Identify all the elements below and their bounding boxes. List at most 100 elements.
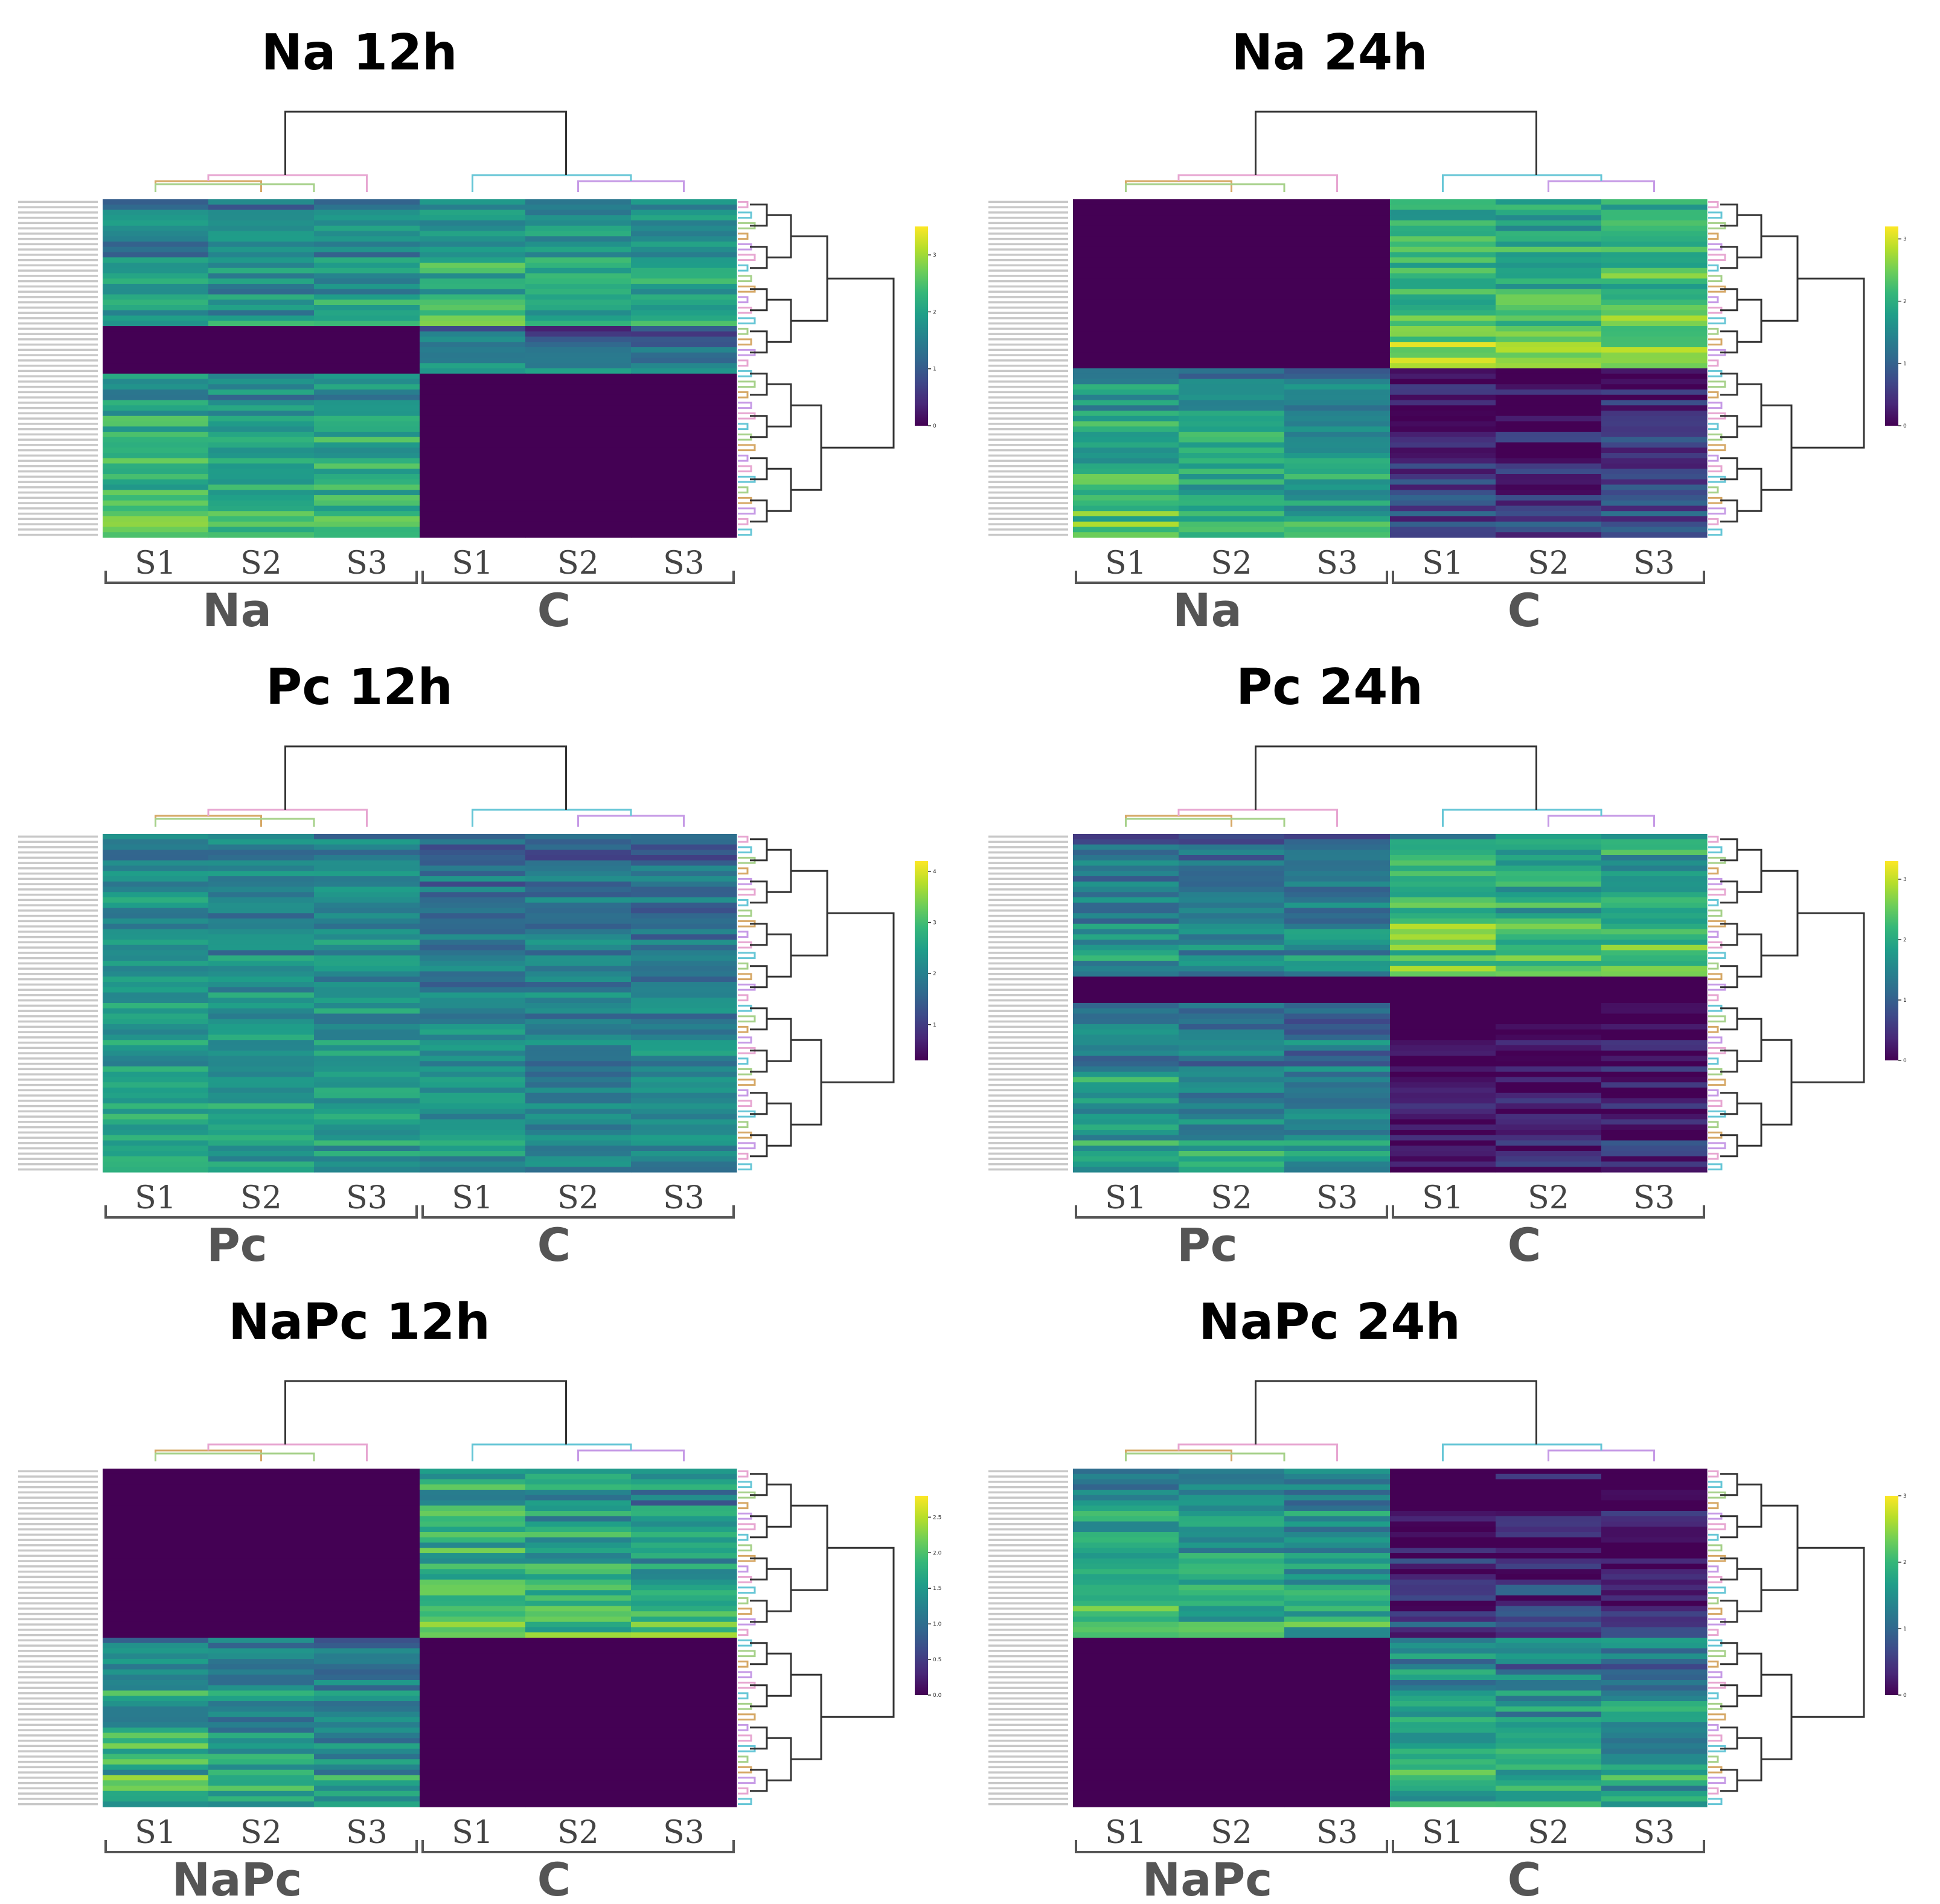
- heatmap-cell: [1284, 294, 1391, 300]
- heatmap-cell: [1390, 982, 1496, 988]
- heatmap-cell: [525, 881, 632, 888]
- heatmap-cell: [314, 876, 420, 882]
- heatmap-cell: [1073, 310, 1179, 316]
- heatmap-cell: [208, 1024, 315, 1030]
- heatmap-cell: [1179, 1532, 1285, 1538]
- row-label-glyphs: [18, 1639, 98, 1642]
- heatmap-cell: [1284, 1511, 1391, 1517]
- heatmap-cell: [1601, 310, 1708, 316]
- dendrogram-branch: [155, 818, 315, 827]
- heatmap-cell: [1601, 1469, 1708, 1475]
- row-label-glyphs: [988, 962, 1068, 965]
- heatmap-cell: [631, 263, 737, 269]
- heatmap-cell: [631, 1585, 737, 1591]
- dendrogram-branch: [1125, 180, 1232, 192]
- heatmap-cell: [1284, 490, 1391, 496]
- heatmap-cell: [631, 225, 737, 232]
- heatmap-cell: [208, 955, 315, 961]
- dendrogram-root: [1791, 912, 1865, 1083]
- heatmap-cell: [1073, 1013, 1179, 1019]
- heatmap-cell: [314, 1579, 420, 1586]
- heatmap-cell: [314, 1675, 420, 1681]
- heatmap-cell: [525, 463, 632, 469]
- row-label-glyphs: [988, 269, 1068, 272]
- heatmap-cell: [208, 426, 315, 432]
- heatmap-cell: [525, 326, 632, 332]
- heatmap-cell: [1390, 1733, 1496, 1739]
- heatmap-cell: [1073, 1765, 1179, 1771]
- heatmap-cell: [1179, 1484, 1285, 1490]
- heatmap-cell: [525, 426, 632, 432]
- heatmap-cell: [208, 257, 315, 263]
- heatmap-cell: [1073, 886, 1179, 893]
- heatmap-cell: [1284, 1621, 1391, 1628]
- heatmap-cell: [208, 1490, 315, 1496]
- heatmap-cell: [208, 437, 315, 443]
- heatmap-cell: [103, 860, 209, 867]
- colorbar-tick-label: 0: [933, 423, 936, 429]
- heatmap-cell: [314, 421, 420, 427]
- heatmap-cell: [1073, 1727, 1179, 1734]
- chart-title: NaPc 12h: [228, 1293, 490, 1351]
- heatmap-cell: [631, 1484, 737, 1490]
- heatmap-cell: [103, 1124, 209, 1130]
- dendrogram-branch: [738, 1639, 752, 1647]
- heatmap-cell: [1601, 426, 1708, 432]
- row-label-glyphs: [988, 1633, 1068, 1636]
- row-label-glyphs: [988, 449, 1068, 452]
- heatmap-cell: [1496, 876, 1602, 882]
- dendrogram-branch: [738, 1152, 749, 1160]
- heatmap-cell: [631, 1627, 737, 1633]
- heatmap-cell: [1179, 876, 1285, 882]
- heatmap-cell: [1073, 236, 1179, 242]
- heatmap-panel-napc24: NaPc 24h 0 1 2 3 S1 S2 S3 S1 S2 S3 NaPc C: [970, 1269, 1940, 1904]
- row-label-glyphs: [988, 200, 1068, 204]
- heatmap-cell: [1601, 1151, 1708, 1157]
- dendrogram-branch: [738, 327, 749, 335]
- heatmap-cell: [1390, 865, 1496, 871]
- heatmap-cell: [1390, 839, 1496, 845]
- heatmap-cell: [1390, 336, 1496, 342]
- heatmap-cell: [631, 855, 737, 861]
- heatmap-cell: [208, 1775, 315, 1781]
- row-label-glyphs: [18, 1544, 98, 1547]
- heatmap-cell: [314, 1659, 420, 1665]
- heatmap-cell: [1073, 1796, 1179, 1802]
- sample-label: S2: [1528, 545, 1569, 582]
- heatmap-cell: [1390, 955, 1496, 961]
- heatmap-cell: [1496, 886, 1602, 893]
- heatmap-cell: [1284, 1680, 1391, 1686]
- heatmap-cell: [420, 447, 526, 454]
- colorbar-tick-label: 2: [1903, 937, 1907, 943]
- heatmap-cell: [631, 532, 737, 538]
- heatmap-cell: [420, 1045, 526, 1051]
- heatmap-cell: [1073, 426, 1179, 432]
- heatmap-cell: [1496, 1664, 1602, 1670]
- heatmap-cell: [1390, 1790, 1496, 1797]
- heatmap-cell: [208, 532, 315, 538]
- heatmap-cell: [1179, 1473, 1285, 1480]
- heatmap-cell: [1073, 242, 1179, 248]
- heatmap-cell: [1073, 1490, 1179, 1496]
- row-label-glyphs: [988, 1004, 1068, 1007]
- heatmap-cell: [208, 1600, 315, 1607]
- heatmap-cell: [1284, 1034, 1391, 1040]
- heatmap-cell: [1390, 961, 1496, 967]
- heatmap-cell: [631, 1722, 737, 1728]
- heatmap-cell: [1073, 1558, 1179, 1565]
- row-label-glyphs: [18, 1633, 98, 1636]
- heatmap-cell: [631, 484, 737, 490]
- heatmap-cell: [1073, 379, 1179, 385]
- heatmap-cell: [1496, 516, 1602, 522]
- heatmap-cell: [1496, 1008, 1602, 1015]
- dendrogram-branch: [1708, 317, 1726, 325]
- dendrogram-branch: [738, 507, 756, 515]
- heatmap-cell: [631, 1717, 737, 1723]
- heatmap-cell: [525, 432, 632, 438]
- heatmap-cell: [1284, 204, 1391, 211]
- heatmap-cell: [1284, 225, 1391, 232]
- heatmap-cell: [314, 908, 420, 914]
- row-label-glyphs: [988, 438, 1068, 441]
- heatmap-cell: [103, 1505, 209, 1511]
- heatmap-cell: [1601, 474, 1708, 480]
